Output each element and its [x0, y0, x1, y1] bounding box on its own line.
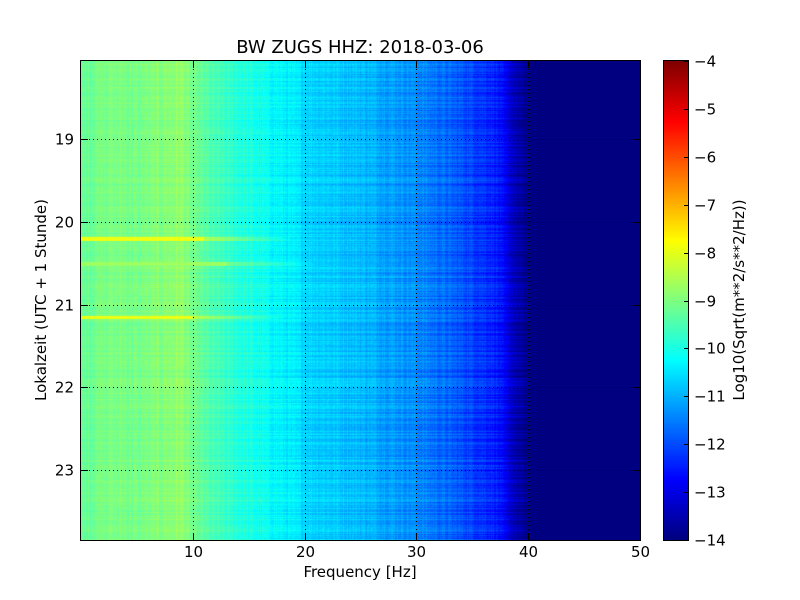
x-tick-label: 50: [631, 543, 650, 561]
y-tick-label: 21: [55, 297, 74, 315]
x-tick-label: 20: [296, 543, 315, 561]
colorbar-frame: [663, 60, 689, 541]
y-tick-label: 22: [55, 379, 74, 397]
x-tick-label: 40: [519, 543, 538, 561]
colorbar-tick-label: −12: [694, 436, 726, 454]
colorbar-tick-label: −11: [694, 388, 726, 406]
y-axis-ticks: 19 20 21 22 23: [55, 131, 640, 480]
colorbar-tick-label: −7: [694, 197, 716, 215]
colorbar-tick-label: −14: [694, 532, 726, 550]
y-tick-label: 19: [55, 131, 74, 149]
chart-title: BW ZUGS HHZ: 2018-03-06: [236, 37, 484, 58]
x-axis-label: Frequency [Hz]: [303, 563, 416, 581]
x-tick-label: 30: [407, 543, 426, 561]
colorbar-tick-label: −5: [694, 101, 716, 119]
grid-lines: [81, 61, 640, 540]
x-tick-label: 10: [184, 543, 203, 561]
colorbar-tick-label: −4: [694, 53, 716, 71]
colorbar-gradient: [664, 61, 688, 540]
spectrogram-heatmap: [81, 61, 640, 540]
colorbar-ticks: −4 −5 −6 −7 −8 −9 −10 −11 −12 −13 −14: [684, 53, 726, 550]
colorbar-tick-label: −13: [694, 484, 726, 502]
colorbar-tick-label: −10: [694, 340, 726, 358]
plot-frame: [80, 60, 641, 541]
x-axis-ticks: 10 20 30 40 50: [184, 61, 650, 561]
colorbar-tick-label: −9: [694, 293, 716, 311]
y-tick-label: 20: [55, 214, 74, 232]
colorbar-tick-label: −8: [694, 245, 716, 263]
y-axis-label: Lokalzeit (UTC + 1 Stunde): [32, 199, 50, 401]
colorbar-tick-label: −6: [694, 149, 716, 167]
y-tick-label: 23: [55, 462, 74, 480]
colorbar-label: Log10(Sqrt(m**2/s**2/Hz)): [730, 199, 748, 400]
